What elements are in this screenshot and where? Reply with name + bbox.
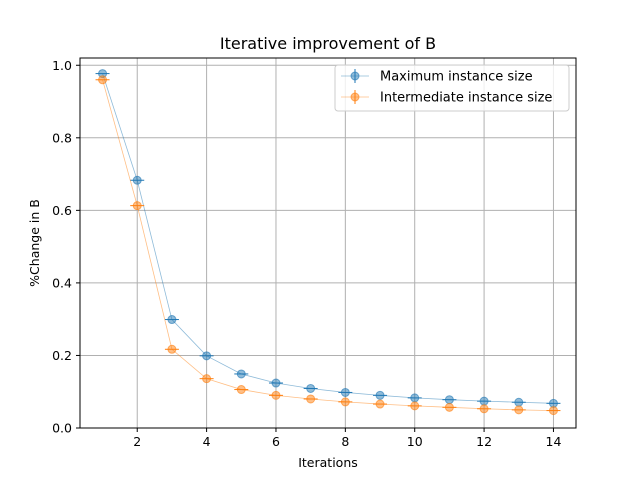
data-point [479, 396, 489, 406]
data-point [271, 378, 281, 388]
data-point [306, 383, 316, 393]
data-point [167, 344, 177, 354]
y-tick-label: 0.2 [52, 348, 72, 363]
data-point [132, 201, 142, 211]
tick-layer: 2 4 6 8 10 12 14 0.0 0.2 0.4 0.6 0.8 1.0 [52, 58, 561, 449]
data-point [548, 406, 558, 416]
data-point [236, 369, 246, 379]
x-tick-label: 2 [133, 434, 141, 449]
y-tick-label: 0.0 [52, 421, 72, 436]
data-point [167, 315, 177, 325]
x-tick-label: 10 [407, 434, 423, 449]
legend-item-2: Intermediate instance size [341, 90, 552, 106]
data-point [340, 397, 350, 407]
data-point [444, 395, 454, 405]
x-tick-label: 12 [476, 434, 492, 449]
legend-label: Maximum instance size [380, 70, 533, 85]
y-axis-label: %Change in B [27, 199, 42, 287]
data-point [444, 402, 454, 412]
plot-frame [79, 57, 577, 429]
legend-marker [350, 71, 360, 81]
data-point [202, 351, 212, 361]
data-point [271, 390, 281, 400]
data-point [98, 75, 108, 85]
legend-box [334, 64, 570, 112]
series-layer [95, 69, 561, 416]
legend-label: Intermediate instance size [380, 91, 552, 106]
data-point [410, 401, 420, 411]
x-tick-label: 14 [546, 434, 562, 449]
x-tick-label: 6 [272, 434, 280, 449]
x-tick-label: 8 [341, 434, 349, 449]
data-point [340, 387, 350, 397]
y-tick-label: 0.8 [52, 130, 72, 145]
data-point [479, 404, 489, 414]
legend-marker [350, 92, 360, 102]
chart-title: Iterative improvement of B [220, 34, 436, 53]
plot-area-background [80, 58, 576, 428]
x-tick-label: 4 [203, 434, 211, 449]
y-tick-label: 1.0 [52, 58, 72, 73]
legend: Maximum instance size Intermediate instan… [334, 64, 570, 112]
x-axis-label: Iterations [298, 455, 358, 470]
series-1 [95, 69, 561, 408]
legend-entries: Maximum instance size Intermediate instan… [341, 69, 552, 106]
y-tick-label: 0.6 [52, 203, 72, 218]
data-point [375, 399, 385, 409]
data-point [514, 397, 524, 407]
data-point [410, 393, 420, 403]
y-tick-label: 0.4 [52, 275, 72, 290]
data-point [514, 405, 524, 415]
data-point [375, 390, 385, 400]
series-2 [95, 75, 561, 416]
data-point [306, 394, 316, 404]
legend-item-1: Maximum instance size [341, 69, 533, 85]
data-point [132, 175, 142, 185]
data-point [236, 385, 246, 395]
data-point [202, 374, 212, 384]
